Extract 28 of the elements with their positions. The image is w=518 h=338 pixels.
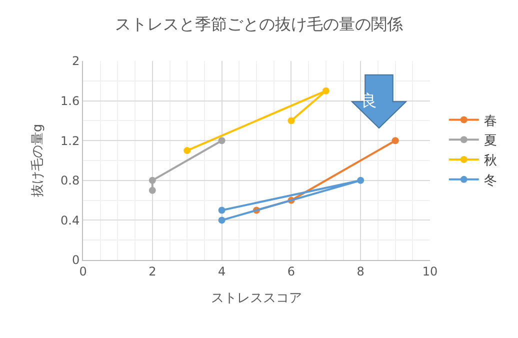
y-tick-label: 1.6 [60,94,80,108]
x-tick-label: 2 [148,264,156,278]
x-tick-label: 8 [356,264,364,278]
point [218,206,226,214]
chart-title: ストレスと季節ごとの抜け毛の量の関係 [115,14,403,34]
y-tick-label: 0.8 [60,174,80,188]
legend-label: 夏 [484,134,497,149]
y-tick-label: 0.4 [60,213,80,228]
y-tick-label: 2 [72,54,80,68]
x-axis-title: ストレススコア [211,291,302,306]
point [148,186,156,194]
point [392,137,399,144]
point [288,117,295,124]
y-tick-label: 1.2 [60,134,80,148]
y-axis-title: 抜け毛の量g [30,124,46,198]
point [218,137,226,144]
point [322,87,330,94]
point [148,176,156,184]
legend-label: 春 [484,114,497,129]
legend-label: 秋 [484,154,497,169]
point [357,176,364,184]
x-tick-label: 10 [422,264,438,278]
point [218,216,226,224]
legend-label: 冬 [484,174,497,188]
point [184,147,191,154]
x-tick-label: 4 [218,264,226,278]
y-tick-label: 0 [72,253,80,268]
x-tick-label: 6 [287,264,296,278]
